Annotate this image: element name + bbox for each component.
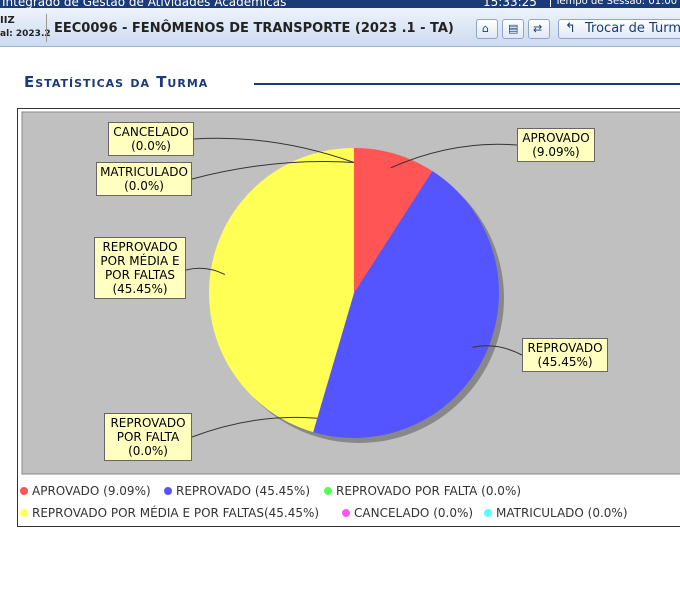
callout: CANCELADO (0.0%) (108, 122, 194, 156)
switch-button[interactable]: ⇄ (528, 19, 550, 39)
legend-item: APROVADO (9.09%) (20, 484, 151, 498)
callout-value: (0.0%) (128, 444, 168, 458)
clock: 15:33:25 (483, 0, 537, 9)
print-button[interactable]: ▤ (502, 19, 524, 39)
callout-category: MATRICULADO (100, 165, 188, 179)
callout-value: (9.09%) (532, 145, 580, 159)
section-title: Estatísticas da Turma (24, 73, 209, 91)
legend-swatch (324, 487, 332, 495)
callout: REPROVADO POR FALTA (0.0%) (104, 413, 192, 461)
callout-line (185, 267, 226, 275)
callout-value: (45.45%) (537, 355, 593, 369)
callout-category: REPROVADO (527, 341, 603, 355)
top-bar: Integrado de Gestão de Atividades Acadêm… (0, 0, 680, 9)
callout-category: APROVADO (522, 131, 590, 145)
course-title: EEC0096 - FENÔMENOS DE TRANSPORTE (2023 … (54, 21, 454, 36)
legend-item: REPROVADO POR MÉDIA E POR FALTAS(45.45%) (20, 506, 319, 520)
change-class-button[interactable]: ↰ Trocar de Turma (558, 19, 680, 39)
legend-swatch (20, 487, 28, 495)
pie-slice (313, 171, 500, 439)
legend-label: CANCELADO (0.0%) (354, 506, 474, 520)
change-class-label: Trocar de Turma (585, 21, 680, 36)
callout: REPROVADO (45.45%) (522, 338, 608, 372)
legend-swatch (484, 509, 492, 517)
callout-line (191, 416, 318, 438)
pie-slice (209, 148, 354, 433)
legend-label: REPROVADO POR MÉDIA E POR FALTAS(45.45%) (32, 506, 320, 520)
callout: REPROVADO POR MÉDIA E POR FALTAS (45.45%) (94, 237, 186, 299)
callout-value: (45.45%) (112, 282, 168, 296)
callout-line (193, 137, 355, 163)
callout-category: REPROVADO POR FALTA (110, 416, 186, 444)
user-name: IIZ (0, 15, 15, 26)
legend-item: CANCELADO (0.0%) (342, 506, 473, 520)
system-name: Integrado de Gestão de Atividades Acadêm… (2, 0, 287, 9)
legend-swatch (342, 509, 350, 517)
period: al: 2023.2 (0, 29, 51, 39)
legend-item: REPROVADO (45.45%) (164, 484, 310, 498)
legend-swatch (20, 509, 28, 517)
callout: APROVADO (9.09%) (517, 128, 595, 162)
callout-category: REPROVADO POR MÉDIA E POR FALTAS (100, 240, 180, 282)
legend-item: MATRICULADO (0.0%) (484, 506, 628, 520)
home-button[interactable]: ⌂ (476, 19, 498, 39)
chart-frame (17, 108, 680, 527)
legend-label: APROVADO (9.09%) (32, 484, 151, 498)
section-rule (254, 83, 680, 85)
callout-line (390, 143, 518, 169)
legend-label: REPROVADO POR FALTA (0.0%) (336, 484, 522, 498)
callout-category: CANCELADO (113, 125, 189, 139)
callout: MATRICULADO (0.0%) (96, 162, 192, 196)
pie-slice (354, 148, 433, 293)
separator (46, 14, 47, 42)
callout-value: (0.0%) (131, 139, 171, 153)
legend-label: REPROVADO (45.45%) (176, 484, 310, 498)
legend-label: MATRICULADO (0.0%) (496, 506, 628, 520)
legend-item: REPROVADO POR FALTA (0.0%) (324, 484, 521, 498)
session-time: Tempo de Sessão: 01:00 (550, 0, 677, 7)
course-bar: IIZ al: 2023.2 EEC0096 - FENÔMENOS DE TR… (0, 8, 680, 47)
callout-value: (0.0%) (124, 179, 164, 193)
callout-line (472, 345, 523, 356)
callout-line (191, 161, 355, 180)
legend-swatch (164, 487, 172, 495)
